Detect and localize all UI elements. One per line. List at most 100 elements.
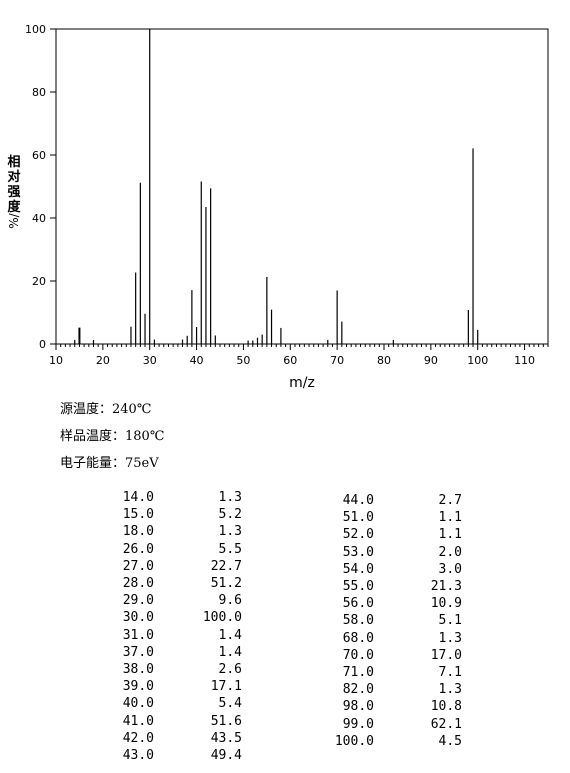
peak-mz: 52.0 xyxy=(342,527,374,543)
peak-row: 70.0 17.0 xyxy=(300,647,462,664)
y-tick-label: 0 xyxy=(39,338,46,351)
x-tick-label: 110 xyxy=(514,354,535,367)
peak-abundance: 100.0 xyxy=(202,610,242,626)
y-label-unit: %/ xyxy=(7,212,21,228)
peak-mz: 27.0 xyxy=(122,558,154,574)
peak-row: 43.0 49.4 xyxy=(80,747,242,764)
peak-abundance: 2.6 xyxy=(218,662,242,678)
peak-mz: 54.0 xyxy=(342,561,374,577)
peak-abundance: 5.2 xyxy=(218,507,242,523)
peak-mz: 58.0 xyxy=(342,613,374,629)
peak-row: 38.0 2.6 xyxy=(80,661,242,678)
peak-row: 54.0 3.0 xyxy=(300,561,462,578)
peak-row: 41.0 51.6 xyxy=(80,713,242,730)
peak-mz: 28.0 xyxy=(122,576,154,592)
peak-row: 68.0 1.3 xyxy=(300,630,462,647)
peak-row: 31.0 1.4 xyxy=(80,627,242,644)
peak-mz: 71.0 xyxy=(342,665,374,681)
peak-mz: 26.0 xyxy=(122,541,154,557)
peak-row: 39.0 17.1 xyxy=(80,678,242,695)
peak-abundance: 1.1 xyxy=(438,527,462,543)
peak-mz: 82.0 xyxy=(342,682,374,698)
peak-row: 28.0 51.2 xyxy=(80,575,242,592)
peak-table-left: 14.0 1.3 15.0 5.2 18.0 1.3 26.0 5.5 27.0 22.7 28.0… xyxy=(80,489,242,764)
x-tick-label: 100 xyxy=(467,354,488,367)
peak-abundance: 51.6 xyxy=(210,713,242,729)
peak-abundance: 7.1 xyxy=(438,665,462,681)
peak-row: 14.0 1.3 xyxy=(80,489,242,506)
y-label-char: 度 xyxy=(7,199,21,215)
peak-row: 58.0 5.1 xyxy=(300,612,462,629)
peak-mz: 37.0 xyxy=(122,644,154,660)
x-tick-label: 70 xyxy=(330,354,344,367)
peak-abundance: 4.5 xyxy=(438,733,462,749)
peak-row: 18.0 1.3 xyxy=(80,523,242,540)
peak-row: 53.0 2.0 xyxy=(300,544,462,561)
peak-table-right: 44.0 2.7 51.0 1.1 52.0 1.1 53.0 2.0 54.0 3.0 55.0 2… xyxy=(300,492,462,750)
peak-row: 26.0 5.5 xyxy=(80,541,242,558)
peak-mz: 68.0 xyxy=(342,630,374,646)
peak-abundance: 1.3 xyxy=(438,682,462,698)
peak-abundance: 17.1 xyxy=(210,679,242,695)
peak-abundance: 5.1 xyxy=(438,613,462,629)
plot-frame xyxy=(55,28,549,345)
peak-mz: 100.0 xyxy=(334,733,374,749)
peak-mz: 43.0 xyxy=(122,748,154,764)
peak-abundance: 1.4 xyxy=(218,644,242,660)
peak-abundance: 62.1 xyxy=(430,716,462,732)
peak-abundance: 51.2 xyxy=(210,576,242,592)
peak-mz: 15.0 xyxy=(122,507,154,523)
peak-mz: 56.0 xyxy=(342,596,374,612)
y-label-char: 相 xyxy=(7,154,20,170)
peak-mz: 42.0 xyxy=(122,730,154,746)
y-tick-label: 60 xyxy=(32,149,46,162)
peak-mz: 31.0 xyxy=(122,627,154,643)
electron-energy: 电子能量：75eV xyxy=(60,456,159,471)
peak-mz: 55.0 xyxy=(342,579,374,595)
x-tick-label: 20 xyxy=(96,354,110,367)
source-temperature: 源温度：240℃ xyxy=(60,402,152,417)
peak-abundance: 43.5 xyxy=(210,730,242,746)
peak-abundance: 5.4 xyxy=(218,696,242,712)
x-axis-label: m/z xyxy=(289,375,315,391)
peak-mz: 30.0 xyxy=(122,610,154,626)
peak-mz: 39.0 xyxy=(122,679,154,695)
peak-abundance: 1.3 xyxy=(218,490,242,505)
peak-row: 51.0 1.1 xyxy=(300,509,462,526)
y-label-char: 对 xyxy=(7,169,20,185)
peak-row: 99.0 62.1 xyxy=(300,716,462,733)
sample-temperature: 样品温度：180℃ xyxy=(60,429,165,444)
peak-mz: 44.0 xyxy=(342,493,374,508)
y-tick-label: 100 xyxy=(25,23,46,36)
peak-abundance: 1.3 xyxy=(438,630,462,646)
peak-row: 27.0 22.7 xyxy=(80,558,242,575)
peak-abundance: 10.8 xyxy=(430,699,462,715)
x-tick-label: 50 xyxy=(236,354,250,367)
peak-abundance: 3.0 xyxy=(438,561,462,577)
peak-row: 82.0 1.3 xyxy=(300,681,462,698)
peak-mz: 53.0 xyxy=(342,544,374,560)
peak-abundance: 49.4 xyxy=(210,748,242,764)
peak-row: 98.0 10.8 xyxy=(300,698,462,715)
peak-abundance: 2.7 xyxy=(438,493,462,508)
peak-row: 30.0 100.0 xyxy=(80,609,242,626)
peak-mz: 99.0 xyxy=(342,716,374,732)
x-tick-label: 90 xyxy=(424,354,438,367)
x-tick-label: 30 xyxy=(143,354,157,367)
peak-abundance: 21.3 xyxy=(430,579,462,595)
peak-abundance: 1.3 xyxy=(218,524,242,540)
peak-row: 29.0 9.6 xyxy=(80,592,242,609)
peak-row: 55.0 21.3 xyxy=(300,578,462,595)
peak-mz: 70.0 xyxy=(342,647,374,663)
peak-abundance: 22.7 xyxy=(210,558,242,574)
peak-row: 15.0 5.2 xyxy=(80,506,242,523)
peak-abundance: 17.0 xyxy=(430,647,462,663)
x-tick-label: 40 xyxy=(190,354,204,367)
peak-mz: 38.0 xyxy=(122,662,154,678)
peak-mz: 98.0 xyxy=(342,699,374,715)
peak-mz: 18.0 xyxy=(122,524,154,540)
peak-mz: 29.0 xyxy=(122,593,154,609)
peak-abundance: 10.9 xyxy=(430,596,462,612)
y-tick-label: 20 xyxy=(32,275,46,288)
